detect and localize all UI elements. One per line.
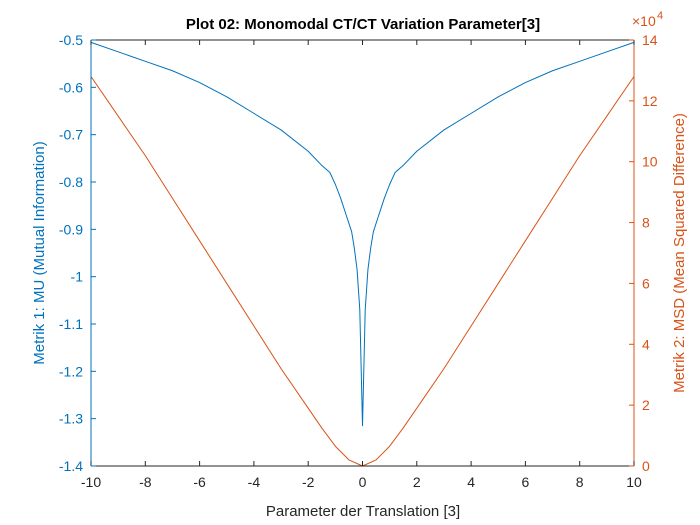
y-left-tick-label: -0.6 bbox=[59, 79, 83, 95]
y-left-tick-label: -0.5 bbox=[59, 32, 83, 48]
x-tick-label: -8 bbox=[139, 474, 152, 490]
x-tick-label: 4 bbox=[467, 474, 475, 490]
y-right-exponent: ×10 4 bbox=[632, 10, 663, 29]
x-tick-label: 8 bbox=[576, 474, 584, 490]
y-left-tick-label: -1.3 bbox=[59, 411, 83, 427]
y-right-tick-label: 12 bbox=[642, 93, 658, 109]
y-left-tick-label: -1 bbox=[71, 269, 84, 285]
x-tick-label: -2 bbox=[302, 474, 315, 490]
y-right-axis-label: Metrik 2: MSD (Mean Squared Difference) bbox=[671, 113, 688, 393]
x-tick-label: 0 bbox=[359, 474, 367, 490]
y-right-tick-label: 8 bbox=[642, 215, 650, 231]
y-right-tick-label: 0 bbox=[642, 458, 650, 474]
x-axis-label: Parameter der Translation [3] bbox=[266, 503, 460, 520]
y-right-tick-label: 6 bbox=[642, 275, 650, 291]
x-tick-label: 2 bbox=[413, 474, 421, 490]
y-left-tick-label: -1.4 bbox=[59, 458, 83, 474]
series-line-left bbox=[90, 41, 635, 427]
y-left-tick-label: -1.1 bbox=[59, 316, 83, 332]
y-right-exponent-base: ×10 bbox=[632, 13, 656, 29]
x-tick-label: 6 bbox=[522, 474, 530, 490]
chart-title: Plot 02: Monomodal CT/CT Variation Param… bbox=[186, 16, 540, 33]
x-tick-label: 10 bbox=[626, 474, 642, 490]
y-left-axis-label: Metrik 1: MU (Mutual Information) bbox=[31, 141, 48, 364]
y-left-tick-label: -1.2 bbox=[59, 363, 83, 379]
ticks-layer: -10 -8 -6 -4 -2 0 2 4 6 8 10 -1.4 -1.3 -1.2 -1.1 -1 -0.9… bbox=[59, 32, 658, 490]
y-right-tick-label: 10 bbox=[642, 154, 658, 170]
y-left-tick-label: -0.9 bbox=[59, 221, 83, 237]
y-right-tick-label: 2 bbox=[642, 397, 650, 413]
x-tick-label: -4 bbox=[248, 474, 261, 490]
x-tick-label: -6 bbox=[193, 474, 206, 490]
y-right-exponent-power: 4 bbox=[657, 10, 663, 22]
y-right-tick-label: 4 bbox=[642, 336, 650, 352]
y-right-tick-label: 14 bbox=[642, 32, 658, 48]
y-left-tick-label: -0.7 bbox=[59, 127, 83, 143]
x-tick-label: -10 bbox=[81, 474, 101, 490]
y-left-tick-label: -0.8 bbox=[59, 174, 83, 190]
